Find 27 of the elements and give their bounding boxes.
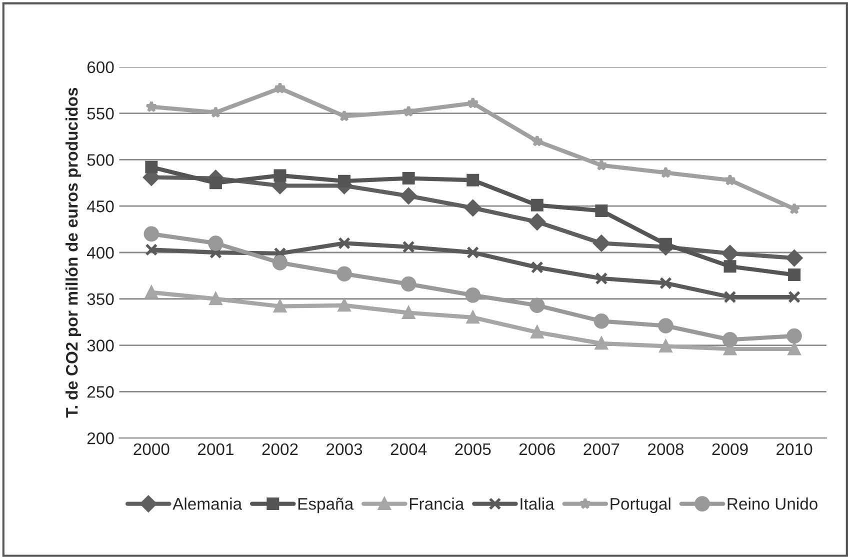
x-tick-label: 2009	[712, 443, 748, 456]
y-tick-label: 400	[86, 246, 114, 259]
x-tick-label: 2006	[519, 443, 555, 456]
y-tick-label: 350	[87, 293, 114, 306]
x-tick-label: 2005	[455, 443, 491, 456]
x-tick-label: 2001	[198, 443, 234, 456]
legend-label: Alemania	[172, 498, 242, 510]
y-tick-label: 300	[87, 340, 114, 352]
x-tick-label: 2002	[262, 443, 298, 456]
y-tick-label: 250	[87, 386, 114, 398]
x-tick-label: 2000	[134, 443, 170, 456]
y-tick-label: 500	[87, 154, 114, 166]
legend-label: Italia	[520, 498, 554, 510]
x-tick-label: 2008	[648, 443, 684, 456]
x-tick-label: 2010	[776, 443, 812, 456]
y-tick-label: 550	[87, 108, 114, 120]
y-tick-label: 200	[87, 432, 114, 444]
legend-label: Portugal	[610, 498, 670, 514]
y-axis-title: T. de CO2 por millón de euros producidos	[65, 88, 82, 418]
y-tick-label: 450	[86, 200, 114, 212]
legend-label: Francia	[410, 498, 464, 510]
x-tick-label: 2004	[390, 443, 427, 456]
legend-label: Reino Unido	[728, 498, 818, 510]
legend-label: España	[298, 498, 354, 514]
y-tick-label: 600	[87, 61, 114, 74]
x-tick-label: 2003	[326, 443, 362, 456]
x-tick-label: 2007	[584, 443, 620, 456]
